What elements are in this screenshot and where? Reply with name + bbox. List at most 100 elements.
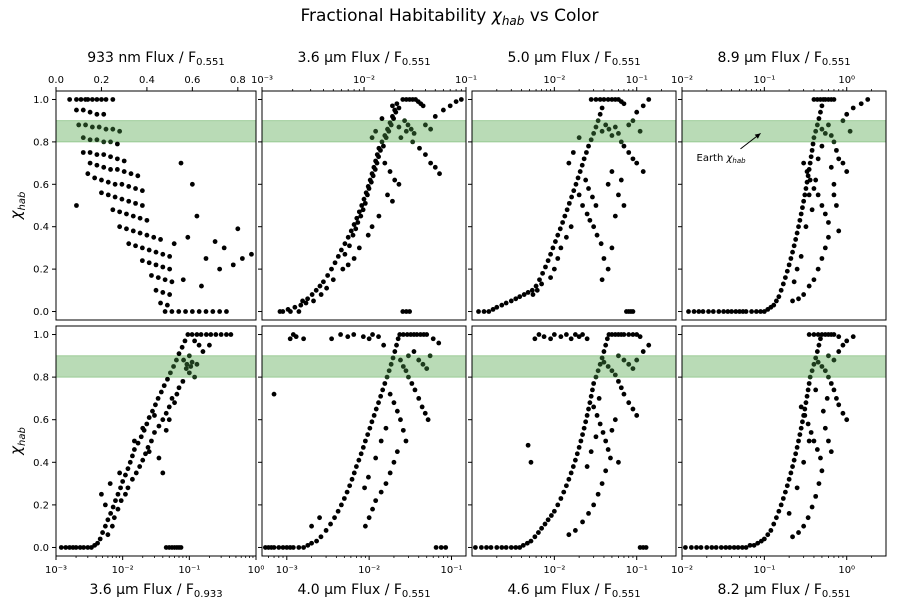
data-point	[167, 266, 173, 272]
data-point	[400, 364, 406, 369]
data-point	[200, 349, 206, 354]
data-point	[587, 400, 593, 406]
data-point	[114, 141, 120, 147]
data-point	[616, 131, 621, 136]
data-point	[794, 485, 800, 491]
data-point	[626, 332, 632, 337]
data-point	[189, 332, 195, 337]
data-point	[836, 156, 842, 162]
data-point	[94, 111, 100, 117]
data-point	[811, 361, 817, 367]
data-point	[603, 438, 609, 444]
data-point	[791, 243, 797, 249]
data-point	[186, 370, 192, 376]
data-point	[378, 147, 383, 153]
data-point	[73, 545, 79, 550]
data-point	[153, 262, 159, 268]
data-point	[609, 97, 615, 102]
data-point	[400, 427, 406, 433]
data-point	[691, 309, 697, 314]
data-point	[532, 534, 538, 540]
data-point	[826, 220, 831, 225]
x-tick-label: 10⁻³	[45, 565, 67, 576]
data-point	[132, 438, 137, 444]
data-point	[499, 545, 505, 550]
data-point	[626, 361, 632, 367]
data-point	[816, 481, 822, 486]
data-point	[67, 97, 73, 102]
data-point	[94, 137, 100, 143]
data-point	[755, 540, 761, 546]
data-point	[540, 270, 546, 276]
data-point	[618, 139, 624, 145]
data-point	[595, 368, 601, 374]
data-point	[646, 97, 652, 102]
data-point	[583, 419, 589, 425]
data-point	[517, 545, 523, 550]
panel-bottom-4: 10⁻² 10⁻¹ 10⁰ 8.2 μm Flux / F0.551	[671, 325, 887, 600]
data-point	[180, 378, 186, 384]
data-point	[85, 171, 91, 177]
data-point	[99, 177, 104, 183]
data-point	[609, 169, 615, 174]
data-point	[577, 169, 583, 174]
data-point	[555, 502, 561, 508]
data-point	[309, 523, 314, 529]
data-point	[765, 532, 771, 538]
data-point	[99, 491, 104, 497]
data-point	[94, 152, 100, 158]
data-point	[813, 493, 819, 499]
data-point	[601, 349, 607, 354]
data-point	[338, 247, 344, 253]
data-point	[488, 545, 494, 550]
data-point	[593, 124, 599, 130]
data-point	[603, 468, 609, 474]
data-point	[192, 374, 198, 380]
data-point	[383, 135, 389, 141]
data-point	[317, 515, 322, 521]
data-point	[796, 438, 801, 444]
data-point	[345, 334, 351, 340]
data-point	[335, 508, 341, 514]
data-point	[816, 116, 822, 121]
data-point	[217, 309, 223, 314]
data-point	[239, 256, 245, 261]
data-point	[77, 545, 83, 550]
data-point	[158, 389, 164, 395]
data-point	[161, 383, 167, 389]
data-point	[125, 466, 131, 472]
data-point	[525, 442, 531, 448]
data-point	[300, 298, 305, 304]
data-point	[210, 309, 216, 314]
data-point	[123, 491, 128, 497]
data-point	[811, 438, 817, 444]
x-tick-label: 10⁻¹	[178, 565, 200, 576]
data-point	[342, 241, 348, 247]
data-point	[499, 302, 505, 308]
data-point	[368, 179, 374, 185]
data-point	[784, 268, 790, 274]
data-point	[447, 103, 453, 109]
data-point	[117, 128, 123, 134]
data-point	[196, 342, 202, 348]
data-point	[362, 438, 368, 444]
data-point	[92, 175, 98, 181]
data-point	[376, 213, 382, 219]
data-point	[348, 228, 354, 234]
data-point	[378, 489, 384, 495]
x-tick-label: 10⁻²	[358, 565, 380, 576]
plot-frame	[471, 325, 677, 557]
data-point	[609, 245, 615, 251]
data-point	[329, 266, 334, 272]
data-point	[528, 459, 534, 465]
data-point	[643, 545, 649, 550]
data-point	[594, 232, 600, 238]
scatter-points	[58, 332, 234, 550]
data-point	[494, 545, 500, 550]
data-point	[128, 171, 134, 177]
y-tick-label: 0.6	[33, 415, 49, 426]
data-point	[169, 309, 175, 314]
data-point	[818, 97, 823, 102]
data-point	[365, 232, 371, 238]
data-point	[424, 366, 430, 371]
